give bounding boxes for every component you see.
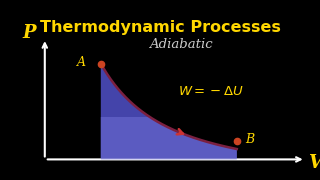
Text: $W = -\Delta U$: $W = -\Delta U$	[178, 85, 244, 98]
Text: V: V	[308, 154, 320, 172]
Polygon shape	[101, 117, 237, 159]
Text: Thermodynamic Processes: Thermodynamic Processes	[40, 20, 280, 35]
Text: A: A	[77, 56, 86, 69]
Text: P: P	[22, 24, 36, 42]
Polygon shape	[101, 64, 237, 159]
Text: Adiabatic: Adiabatic	[149, 38, 212, 51]
Text: B: B	[245, 133, 254, 146]
